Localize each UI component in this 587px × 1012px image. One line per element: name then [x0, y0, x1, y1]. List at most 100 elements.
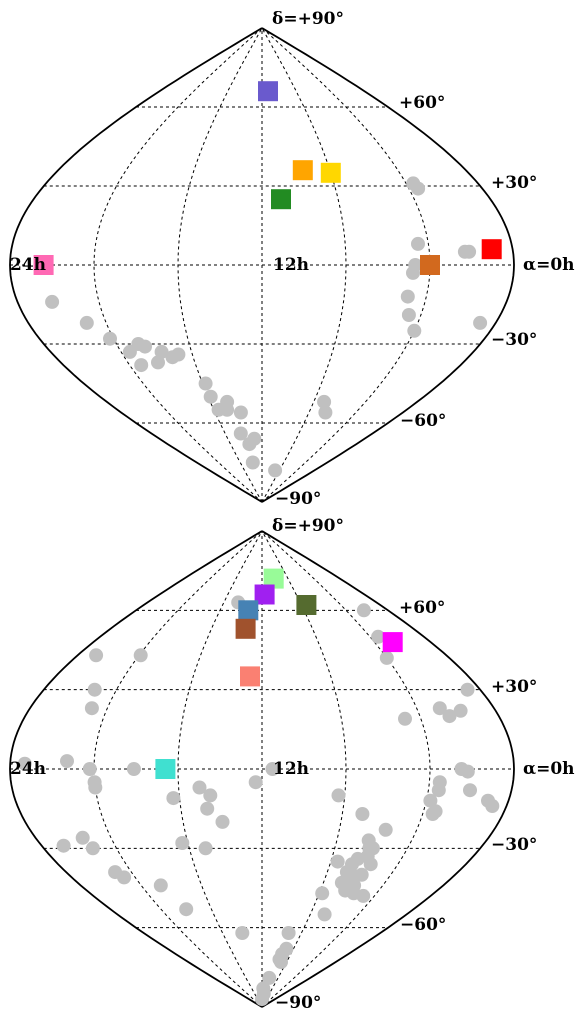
gray-point: [371, 629, 386, 644]
gray-point: [82, 762, 97, 776]
gray-point: [165, 350, 180, 365]
colored-squares: [155, 568, 403, 779]
gray-point: [154, 344, 169, 359]
gray-points: [17, 595, 500, 1007]
gray-point: [200, 801, 215, 816]
gray-point: [126, 762, 141, 776]
gray-point: [198, 841, 213, 856]
gray-point: [315, 886, 330, 901]
gray-point: [460, 764, 475, 779]
colored-square: [238, 600, 259, 621]
gray-point: [203, 389, 218, 404]
dec-plus-60-label: +60°: [399, 598, 445, 618]
gray-point: [151, 355, 165, 370]
gray-point: [331, 788, 346, 803]
colored-square: [258, 81, 278, 102]
gray-point: [117, 870, 132, 885]
colored-square: [235, 618, 256, 639]
gray-point: [279, 941, 294, 956]
gray-point: [87, 682, 102, 697]
gray-point: [198, 376, 213, 391]
colored-square: [240, 666, 260, 687]
gray-point: [423, 793, 438, 808]
gray-point: [88, 780, 103, 795]
gray-point: [317, 394, 332, 409]
south-pole-label: −90°: [275, 489, 321, 509]
gray-point: [133, 648, 148, 663]
ra-12h-label: 12h: [273, 255, 309, 275]
gray-point: [407, 323, 422, 338]
gray-point: [281, 926, 296, 940]
south-pole-label: −90°: [275, 993, 321, 1012]
gray-point: [274, 955, 288, 969]
gray-point: [356, 888, 371, 903]
colored-square: [263, 568, 284, 589]
gray-point: [318, 405, 333, 420]
gray-point: [485, 799, 500, 813]
gray-point: [89, 648, 104, 663]
gray-point: [175, 836, 190, 850]
gray-point: [122, 344, 137, 359]
north-pole-label: δ=+90°: [272, 9, 344, 29]
gray-point: [179, 902, 194, 917]
gray-point: [153, 878, 168, 893]
dec-minus-60-label: −60°: [400, 411, 446, 431]
gray-point: [330, 854, 345, 869]
colored-square: [155, 759, 176, 779]
north-pole-label: δ=+90°: [272, 516, 344, 536]
gray-point: [317, 907, 332, 922]
gray-point: [220, 402, 235, 417]
gray-points: [45, 176, 488, 478]
gray-point: [453, 703, 468, 718]
gray-point: [103, 331, 117, 346]
gray-point: [354, 867, 369, 882]
gray-point: [56, 838, 71, 853]
gray-point: [215, 814, 230, 829]
dec-minus-30-label: −30°: [491, 835, 537, 855]
gray-point: [463, 783, 477, 798]
gray-point: [60, 754, 74, 769]
ra-12h-label: 12h: [273, 759, 309, 779]
dec-plus-60-label: +60°: [399, 93, 445, 113]
gray-point: [203, 788, 218, 803]
gray-point: [235, 926, 250, 940]
dec-plus-30-label: +30°: [491, 677, 537, 697]
gray-point: [192, 780, 207, 795]
gray-point: [79, 315, 94, 330]
gray-point: [356, 603, 371, 618]
sky-map-panel-top: δ=+90° −90° +60° +30° −30° −60° 24h 12h …: [9, 9, 575, 509]
colored-square: [382, 632, 403, 653]
gray-point: [411, 181, 426, 196]
gray-point: [411, 236, 425, 251]
dec-minus-60-label: −60°: [400, 915, 446, 935]
ra-0h-label: α=0h: [523, 759, 575, 779]
gray-point: [247, 431, 262, 446]
gray-point: [262, 970, 277, 985]
gray-point: [400, 289, 415, 304]
map-outline: [9, 27, 515, 503]
gray-point: [265, 762, 280, 776]
gray-point: [408, 258, 423, 272]
gray-point: [462, 244, 477, 259]
gray-point: [355, 807, 370, 821]
gray-point: [17, 756, 32, 771]
gray-point: [75, 830, 90, 845]
gray-point: [442, 709, 457, 724]
gray-point: [401, 308, 416, 322]
colored-square: [33, 255, 54, 275]
colored-square: [320, 162, 341, 183]
ra-0h-label: α=0h: [523, 255, 575, 275]
gray-point: [84, 701, 99, 716]
gray-point: [460, 682, 475, 697]
gray-point: [379, 650, 394, 665]
gray-point: [245, 455, 260, 470]
gray-point: [425, 807, 440, 821]
gray-point: [134, 358, 149, 373]
ra-24h-label: 24h: [10, 759, 46, 779]
gray-point: [166, 791, 181, 806]
dec-minus-30-label: −30°: [491, 330, 537, 350]
gray-point: [398, 711, 412, 726]
gray-point: [233, 405, 248, 420]
gray-point: [431, 783, 446, 798]
